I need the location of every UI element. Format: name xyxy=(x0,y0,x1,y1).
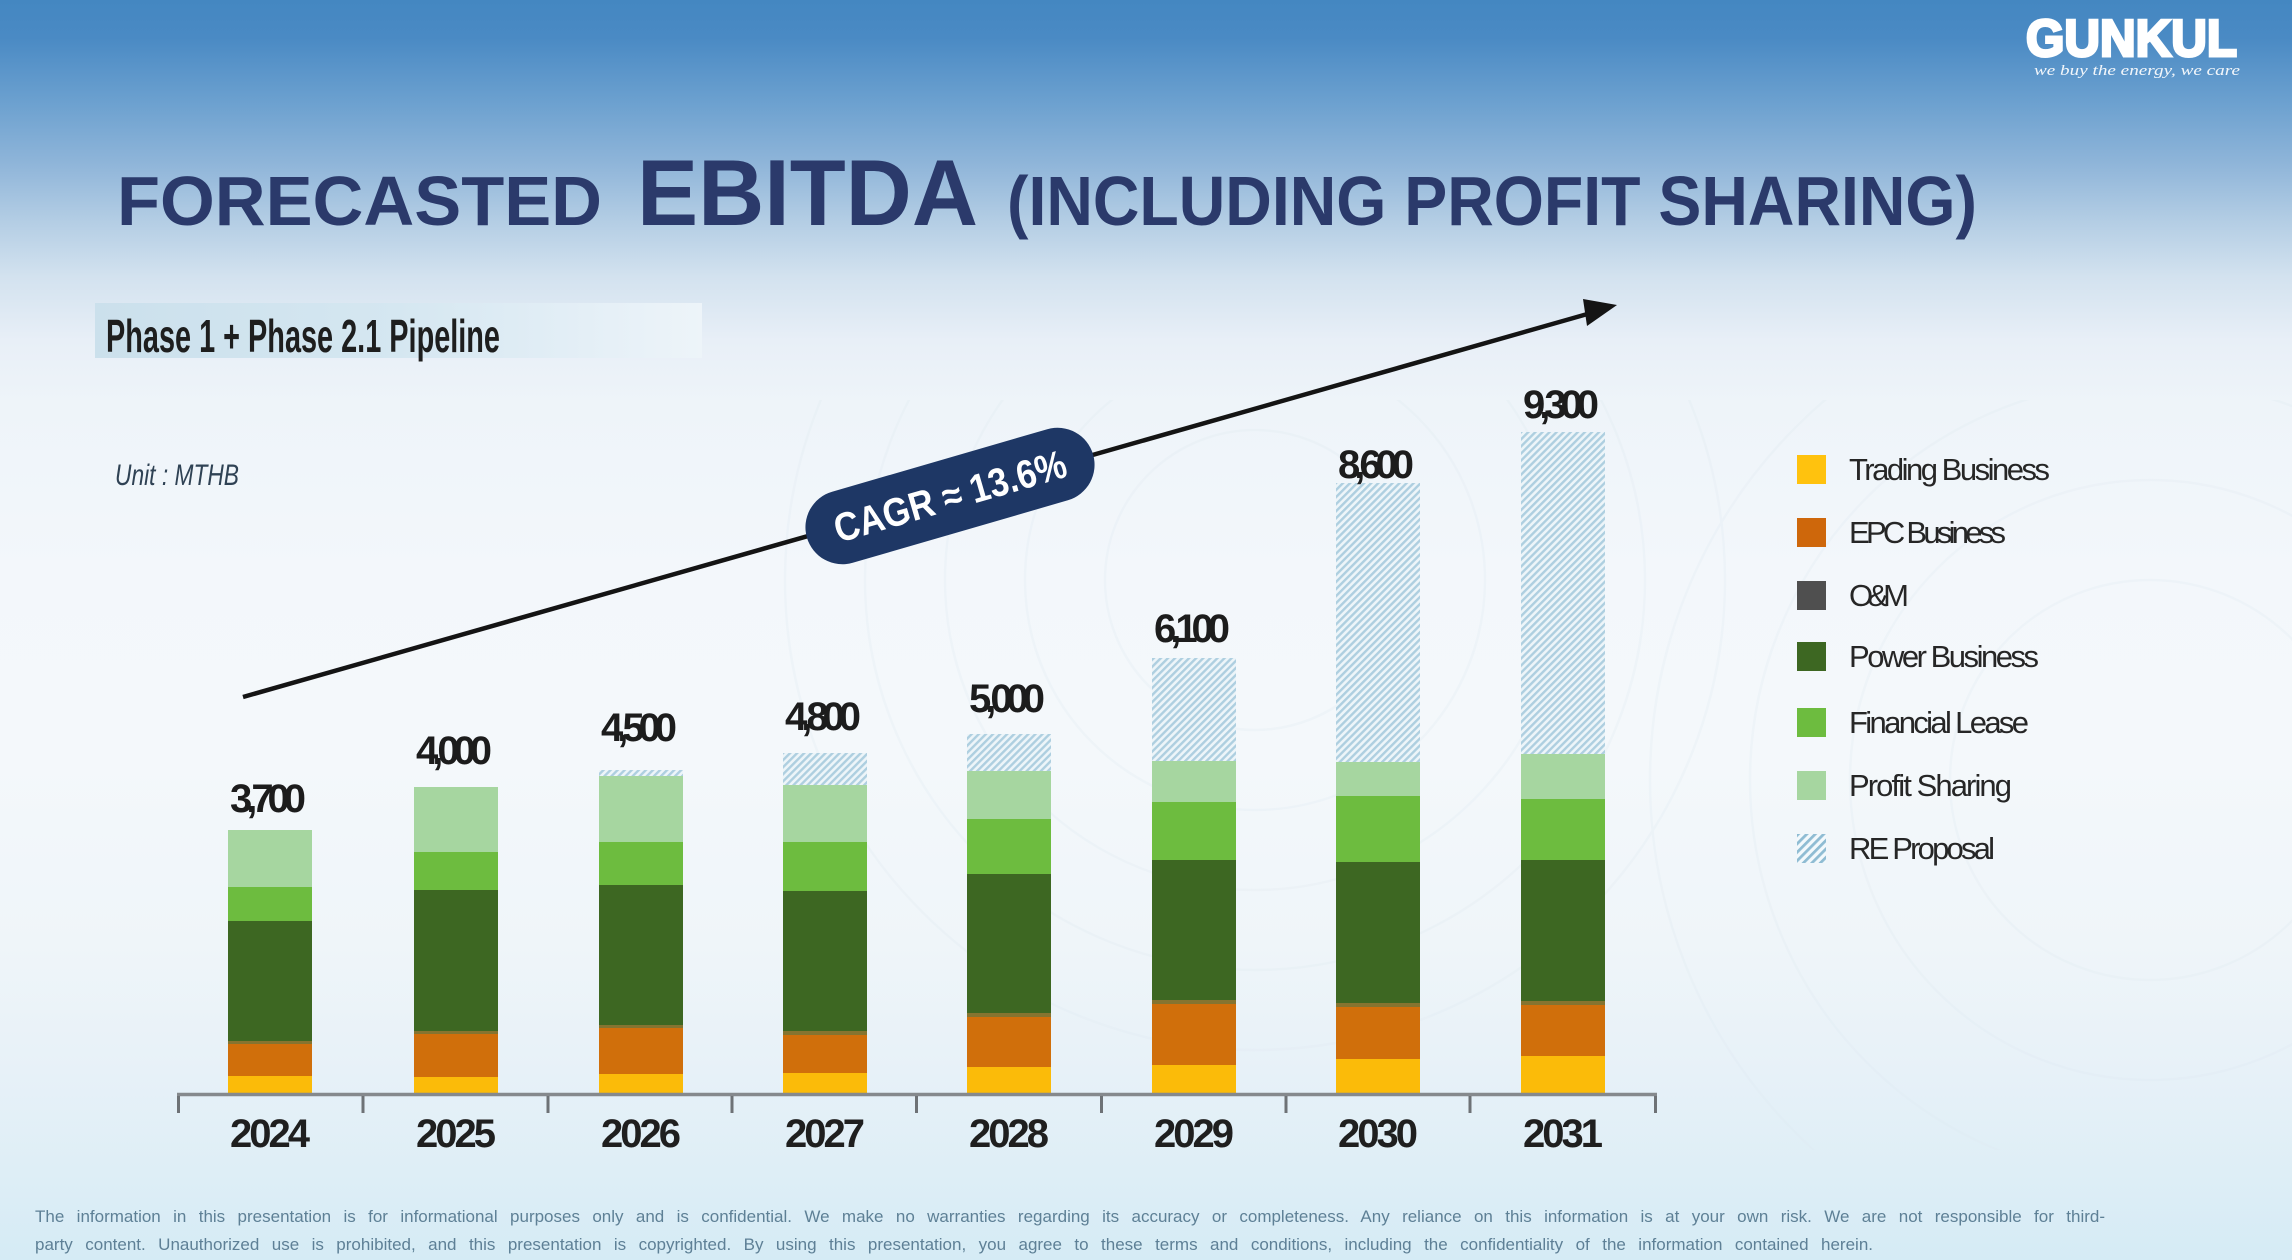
svg-text:4,500: 4,500 xyxy=(601,706,677,750)
svg-text:8,600: 8,600 xyxy=(1338,443,1414,487)
svg-text:Trading Business: Trading Business xyxy=(1849,452,2050,487)
svg-text:GUNKUL: GUNKUL xyxy=(2026,10,2237,68)
svg-text:4,000: 4,000 xyxy=(416,729,492,773)
svg-text:4,800: 4,800 xyxy=(785,695,861,739)
svg-text:5,000: 5,000 xyxy=(969,677,1045,721)
svg-text:EPC Business: EPC Business xyxy=(1849,515,2006,550)
svg-text:Financial Lease: Financial Lease xyxy=(1849,705,2029,740)
svg-text:we buy the energy, we care: we buy the energy, we care xyxy=(2034,63,2240,79)
svg-text:FORECASTED: FORECASTED xyxy=(117,162,602,240)
svg-text:(INCLUDING PROFIT SHARING): (INCLUDING PROFIT SHARING) xyxy=(1007,162,1977,240)
svg-text:2028: 2028 xyxy=(969,1112,1049,1156)
svg-text:2031: 2031 xyxy=(1523,1112,1603,1156)
svg-text:2029: 2029 xyxy=(1154,1112,1234,1156)
svg-text:2026: 2026 xyxy=(601,1112,681,1156)
svg-text:2024: 2024 xyxy=(230,1112,311,1156)
svg-text:Profit Sharing: Profit Sharing xyxy=(1849,768,2012,803)
svg-text:Phase 1 + Phase 2.1 Pipeline: Phase 1 + Phase 2.1 Pipeline xyxy=(106,310,500,362)
svg-text:2025: 2025 xyxy=(416,1112,496,1156)
svg-text:2030: 2030 xyxy=(1338,1112,1418,1156)
svg-text:O&M: O&M xyxy=(1849,578,1909,613)
svg-text:Power Business: Power Business xyxy=(1849,639,2039,674)
svg-text:6,100: 6,100 xyxy=(1154,607,1230,651)
svg-text:9,300: 9,300 xyxy=(1523,383,1599,427)
svg-text:3,700: 3,700 xyxy=(230,777,306,821)
svg-text:RE Proposal: RE Proposal xyxy=(1849,831,1995,866)
svg-text:2027: 2027 xyxy=(785,1112,865,1156)
svg-text:EBITDA: EBITDA xyxy=(637,140,978,245)
svg-text:Unit : MTHB: Unit : MTHB xyxy=(115,459,239,492)
